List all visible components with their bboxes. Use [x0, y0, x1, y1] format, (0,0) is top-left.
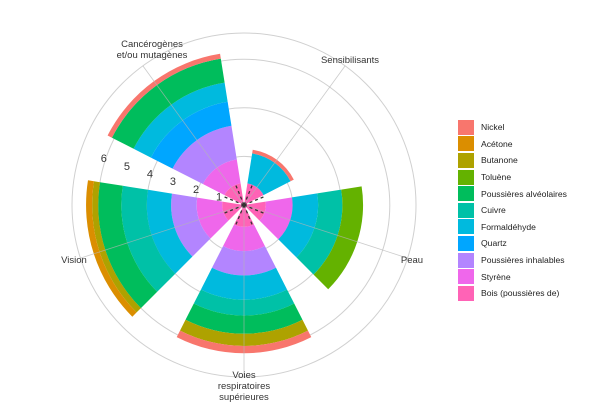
bar-segment: [171, 193, 211, 257]
bar-segment: [150, 101, 232, 169]
legend-key: [458, 136, 474, 152]
legend-item: Poussières alvéolaires: [458, 185, 567, 202]
legend-label: Formaldéhyde: [481, 221, 536, 232]
bar-segment: [222, 201, 244, 221]
legend-key: [458, 285, 474, 301]
center-dash: [243, 204, 267, 215]
legend-key: [458, 269, 474, 285]
center-dash: [243, 204, 254, 228]
bar-segment: [244, 201, 266, 221]
bar-segment: [121, 185, 176, 292]
center-dashes: [221, 182, 267, 228]
bar-segment: [247, 153, 291, 196]
category-label: Vision: [61, 255, 87, 266]
radial-tick-labels: 1 2 3 4 5 6: [101, 153, 222, 204]
bar-segment: [92, 181, 141, 313]
bar-segment: [180, 319, 308, 346]
legend-key: [458, 202, 474, 218]
legend-label: Styrène: [481, 271, 511, 282]
legend-label: Quartz: [481, 238, 507, 249]
legend: Nickel Acétone Butanone Toluène Poussières a…: [458, 119, 567, 302]
bar-segment: [296, 189, 343, 275]
spoke-line: [142, 65, 245, 206]
radial-tick-label: 5: [124, 161, 130, 173]
bar-segment: [86, 180, 137, 317]
bar-segment: [252, 149, 294, 182]
legend-label: Acétone: [481, 138, 513, 149]
spoke-line: [243, 204, 408, 259]
bar-segment: [244, 183, 264, 205]
category-labels: Sensibilisants Peau Voies respiratoires supé…: [61, 39, 423, 403]
center-dash: [234, 182, 245, 206]
legend-key: [458, 186, 474, 202]
legend-item: Toluène: [458, 169, 567, 186]
legend-item: Bois (poussières de): [458, 285, 567, 302]
legend-item: Cuivre: [458, 202, 567, 219]
legend-item: Nickel: [458, 119, 567, 136]
center-point: [242, 203, 246, 207]
radial-tick-label: 6: [101, 153, 107, 165]
bars: [86, 53, 364, 354]
legend-key: [458, 152, 474, 168]
legend-key: [458, 119, 474, 135]
bar-segment: [146, 189, 193, 274]
legend-key: [458, 252, 474, 268]
legend-label: Bois (poussières de): [481, 288, 560, 299]
center-dash: [243, 195, 267, 206]
bar-segment: [196, 197, 229, 239]
bar-segment: [224, 183, 244, 205]
legend-item: Butanone: [458, 152, 567, 169]
center-dash: [221, 195, 245, 206]
legend-item: Formaldéhyde: [458, 219, 567, 236]
radial-tick-label: 2: [193, 184, 199, 196]
category-label: Sensibilisants: [321, 55, 379, 66]
legend-key: [458, 219, 474, 235]
bar-segment: [278, 193, 319, 258]
legend-item: Quartz: [458, 235, 567, 252]
category-label: Voies respiratoires supérieures: [218, 370, 271, 403]
bar-segment: [111, 58, 225, 149]
center-dash: [234, 204, 245, 228]
bar-segment: [259, 197, 293, 240]
center-dash: [221, 204, 245, 215]
spokes: [80, 65, 408, 377]
legend-label: Toluène: [481, 172, 512, 183]
legend-key: [458, 235, 474, 251]
spoke-line: [80, 204, 245, 259]
legend-label: Butanone: [481, 155, 518, 166]
radial-tick-label: 3: [170, 176, 176, 188]
radial-tick-label: 4: [147, 169, 153, 181]
bar-segment: [172, 125, 237, 185]
legend-item: Acétone: [458, 136, 567, 153]
center-dash: [243, 182, 254, 206]
legend-label: Poussières inhalables: [481, 255, 565, 266]
legend-label: Poussières alvéolaires: [481, 188, 567, 199]
category-label: Peau: [401, 255, 423, 266]
legend-item: Poussières inhalables: [458, 252, 567, 269]
radial-tick-label: 1: [216, 192, 222, 204]
bar-segment: [133, 82, 228, 158]
bar-segment: [202, 159, 241, 196]
spoke-line: [243, 65, 346, 206]
bar-segment: [313, 186, 364, 290]
legend-label: Nickel: [481, 122, 505, 133]
legend-label: Cuivre: [481, 205, 506, 216]
category-label: Cancérogènes et/ou mutagènes: [117, 39, 188, 61]
bar-segment: [98, 182, 158, 309]
legend-key: [458, 169, 474, 185]
bar-segment: [176, 330, 312, 354]
legend-item: Styrène: [458, 268, 567, 285]
